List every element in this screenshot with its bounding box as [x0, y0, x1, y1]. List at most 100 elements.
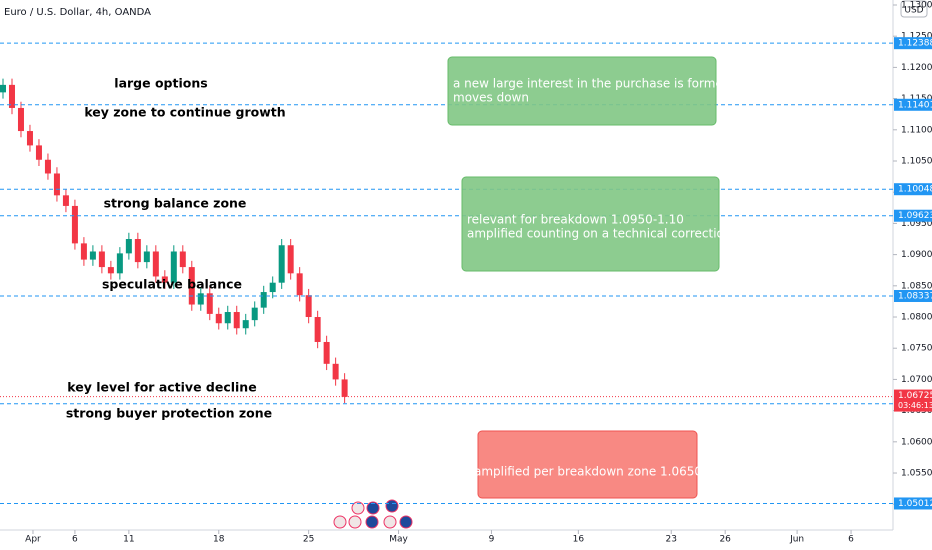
currency-box — [900, 0, 928, 18]
last-price-box — [894, 389, 932, 412]
candle-body — [116, 253, 123, 274]
candle-body — [242, 320, 249, 329]
y-tick-label: 1.11000 — [901, 125, 932, 135]
candle-body — [332, 363, 339, 380]
note-text: amplified per breakdown zone 1.0650 — [474, 465, 702, 479]
currency: USD — [904, 6, 923, 16]
candle-body — [152, 251, 159, 277]
candle-body — [260, 292, 267, 308]
candle-body — [107, 267, 114, 274]
level-label-box — [894, 497, 932, 510]
candle-body — [80, 243, 87, 260]
note-box — [477, 430, 698, 499]
level-label-box — [894, 209, 932, 222]
candle-body — [0, 84, 6, 93]
candle-body — [134, 239, 141, 263]
y-tick-label: 1.10500 — [901, 157, 932, 167]
candle-body — [287, 245, 294, 274]
candle-body — [233, 312, 240, 329]
note-text: a new large interest in the purchase is … — [453, 77, 730, 91]
candle-body — [8, 84, 15, 108]
x-tick-label: May — [389, 535, 408, 545]
y-tick-label: 1.07000 — [901, 375, 932, 385]
level-label-box — [894, 289, 932, 302]
x-tick-label: 9 — [489, 535, 495, 545]
last-price-label: 1.06725 — [898, 391, 932, 401]
candle-body — [170, 251, 177, 283]
annotation: strong balance zone — [104, 196, 247, 211]
annotation: key level for active decline — [67, 380, 256, 395]
level-label-box — [894, 98, 932, 111]
candle-body — [44, 159, 51, 174]
event-icon — [383, 515, 397, 529]
y-tick-label: 1.07500 — [901, 344, 932, 354]
y-tick-label: 1.08500 — [901, 281, 932, 291]
events — [333, 499, 413, 529]
symbol-title: Euro / U.S. Dollar, 4h, OANDA — [4, 7, 151, 18]
event-icon — [351, 501, 365, 515]
candle-body — [215, 313, 222, 324]
candle-body — [251, 307, 258, 321]
candle-body — [197, 293, 204, 305]
candle-body — [179, 251, 186, 268]
note-box — [461, 176, 720, 272]
candle-body — [62, 195, 69, 206]
candle-body — [314, 317, 321, 342]
candle-body — [125, 239, 132, 254]
y-tick-label: 1.08000 — [901, 313, 932, 323]
x-tick-label: 6 — [72, 535, 78, 545]
candle-body — [323, 341, 330, 364]
x-tick-label: 26 — [719, 535, 731, 545]
level-label: 1.08337 — [898, 291, 932, 301]
annotation: speculative balance — [102, 277, 242, 292]
x-tick-label: Jun — [789, 535, 804, 545]
candle-body — [161, 276, 168, 283]
event-icon — [385, 499, 399, 513]
candle-body — [278, 245, 285, 283]
x-tick-label: 11 — [123, 535, 134, 545]
event-icon — [366, 501, 380, 515]
y-tick-label: 1.05500 — [901, 469, 932, 479]
annotation: strong buyer protection zone — [66, 406, 272, 421]
y-tick-label: 1.13000 — [901, 0, 932, 10]
candle-body — [296, 273, 303, 296]
countdown: 03:46:13 — [898, 401, 932, 410]
candle-body — [53, 173, 60, 196]
x-tick-label: 6 — [848, 535, 854, 545]
level-label: 1.09623 — [898, 211, 932, 221]
level-label-box — [894, 183, 932, 196]
y-tick-label: 1.12000 — [901, 63, 932, 73]
note-text: moves down — [453, 91, 529, 105]
y-tick-label: 1.06000 — [901, 437, 932, 447]
candle-body — [26, 131, 33, 146]
candle-body — [341, 379, 348, 397]
x-tick-label: 16 — [573, 535, 585, 545]
event-icon — [333, 515, 347, 529]
candle-body — [143, 251, 150, 263]
x-tick-label: 18 — [213, 535, 225, 545]
note-box — [447, 56, 717, 126]
event-icon — [348, 515, 362, 529]
candle-body — [89, 251, 96, 260]
note-text: relevant for breakdown 1.0950-1.10 — [467, 213, 684, 227]
y-tick-label: 1.12500 — [901, 32, 932, 42]
candle-body — [17, 107, 24, 132]
candle-body — [224, 312, 231, 324]
candle-body — [305, 295, 312, 318]
level-label: 1.11401 — [898, 100, 932, 110]
candle-body — [35, 145, 42, 160]
annotation: large options — [114, 76, 207, 91]
note-text: amplified counting on a technical correc… — [467, 227, 732, 241]
event-icon — [399, 515, 413, 529]
level-label-box — [894, 37, 932, 50]
x-tick-label: 23 — [666, 535, 677, 545]
y-tick-label: 1.09000 — [901, 250, 932, 260]
x-tick-label: Apr — [25, 535, 41, 545]
event-icon — [365, 515, 379, 529]
candle-body — [71, 205, 78, 244]
x-tick-label: 25 — [303, 535, 314, 545]
candle-body — [188, 267, 195, 305]
candle-body — [206, 293, 213, 314]
y-tick-label: 1.09500 — [901, 219, 932, 229]
